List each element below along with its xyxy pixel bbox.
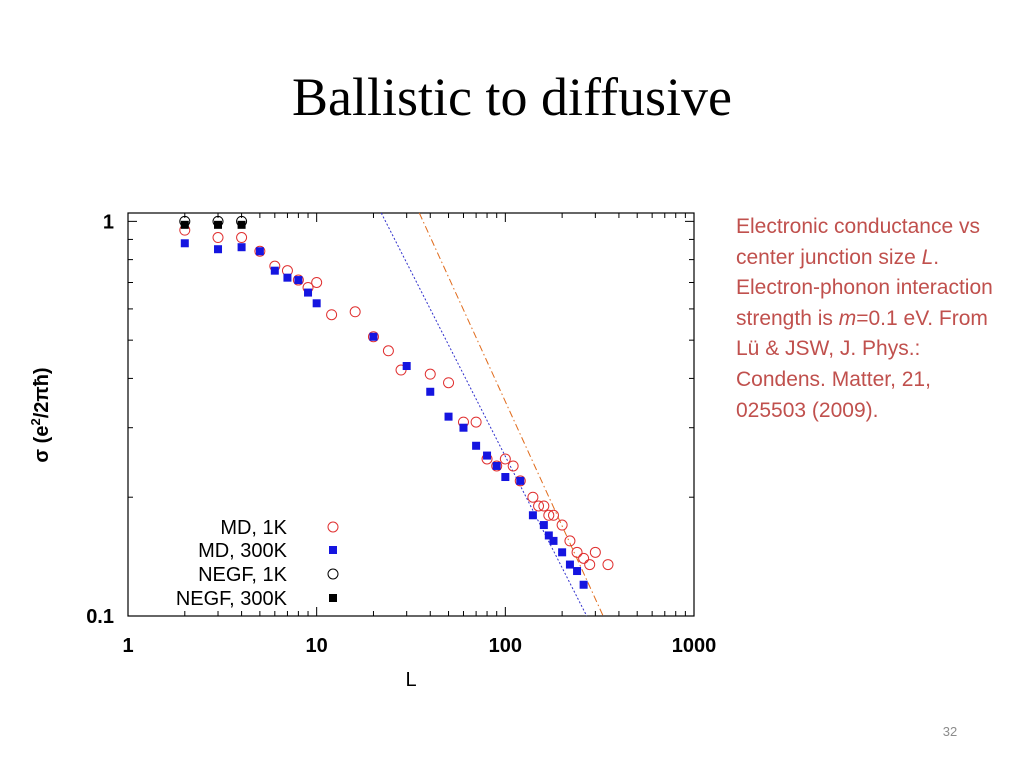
x-tick-label: 1 <box>122 635 133 657</box>
data-point <box>579 580 588 589</box>
data-point <box>444 412 453 421</box>
axis-ticks <box>127 213 694 617</box>
data-point <box>237 220 246 229</box>
data-point <box>426 387 435 396</box>
legend-marker <box>329 594 337 602</box>
reference-line <box>380 212 588 617</box>
data-point <box>304 288 313 297</box>
x-tick-label: 10 <box>306 635 328 657</box>
data-point <box>528 511 537 520</box>
y-tick-label: 1 <box>103 211 114 233</box>
data-point <box>214 220 223 229</box>
data-point <box>549 536 558 545</box>
data-point <box>578 552 590 564</box>
legend-marker <box>329 546 337 554</box>
y-axis-label: σ (e2/2πħ) <box>28 367 53 462</box>
data-point <box>491 460 503 472</box>
y-axis-label-pre: σ (e <box>31 426 53 463</box>
plot-frame <box>127 212 695 617</box>
x-axis-label: L <box>405 669 416 691</box>
data-point <box>292 274 304 286</box>
legend-marker <box>327 568 339 580</box>
data-point <box>254 245 266 257</box>
data-point <box>492 461 501 470</box>
data-point <box>424 368 436 380</box>
data-point <box>573 567 582 576</box>
data-point <box>533 500 545 512</box>
caption-part-1: Electronic conductance vs center junctio… <box>736 215 980 269</box>
data-point <box>236 232 248 244</box>
caption-var-m: m <box>838 306 857 330</box>
data-point <box>369 332 378 341</box>
data-point <box>499 453 511 465</box>
caption-text: Electronic conductance vs center junctio… <box>736 212 1006 426</box>
data-point <box>311 276 323 288</box>
data-point <box>180 220 189 229</box>
data-point <box>212 232 224 244</box>
data-point <box>565 560 574 569</box>
data-point <box>367 331 379 343</box>
data-point <box>584 559 596 571</box>
data-point <box>602 559 614 571</box>
x-tick-label: 100 <box>489 635 522 657</box>
data-point <box>547 509 559 521</box>
data-point <box>382 345 394 357</box>
data-point <box>538 500 550 512</box>
data-point <box>589 546 601 558</box>
data-point <box>544 531 553 540</box>
data-point <box>443 377 455 389</box>
data-point <box>501 473 510 482</box>
legend-label: NEGF, 1K <box>198 564 288 586</box>
slide-title: Ballistic to diffusive <box>292 67 732 127</box>
reference-lines <box>380 212 604 617</box>
data-point <box>270 266 279 275</box>
y-axis-label-post: /2πħ) <box>31 367 53 418</box>
data-point <box>564 535 576 547</box>
data-point <box>326 309 338 321</box>
data-point <box>539 521 548 530</box>
reference-line <box>418 212 604 617</box>
data-point <box>349 306 361 318</box>
slide-number: 32 <box>942 724 958 739</box>
caption-var-L: L <box>921 245 934 269</box>
legend-label: NEGF, 300K <box>176 588 288 610</box>
data-point <box>180 239 189 248</box>
caption-part-3: =0.1 eV. From Lü & JSW, J. Phys.: Conden… <box>736 306 988 422</box>
data-point <box>472 441 481 450</box>
data-point <box>514 475 526 487</box>
data-point <box>571 546 583 558</box>
legend-marker <box>327 521 339 533</box>
data-point <box>402 362 411 371</box>
data-point <box>507 460 519 472</box>
data-point <box>312 299 321 308</box>
data-point <box>283 273 292 282</box>
y-tick-label: 0.1 <box>86 606 114 628</box>
legend-label: MD, 300K <box>198 540 288 562</box>
x-tick-label: 1000 <box>672 635 717 657</box>
data-point <box>294 276 303 285</box>
data-point <box>483 451 492 460</box>
data-point <box>556 519 568 531</box>
y-axis-label-sup: 2 <box>28 418 43 425</box>
data-point <box>470 416 482 428</box>
tick-labels: 1 10 100 1000 0.1 1 <box>86 211 716 657</box>
data-point <box>237 243 246 252</box>
data-point <box>255 247 264 256</box>
data-point <box>516 476 525 485</box>
data-points <box>179 215 614 589</box>
data-point <box>543 509 555 521</box>
data-point <box>395 364 407 376</box>
data-point <box>214 245 223 254</box>
data-point <box>459 423 468 432</box>
legend-label: MD, 1K <box>220 517 287 539</box>
data-point <box>558 548 567 557</box>
data-point <box>527 491 539 503</box>
caption-part-2: . Electron-phonon interaction strength i… <box>736 245 993 330</box>
